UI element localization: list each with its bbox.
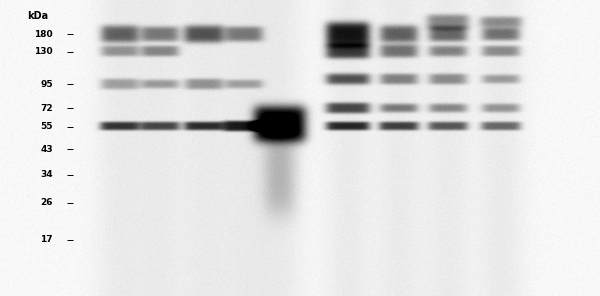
Text: 95: 95 <box>40 80 53 89</box>
Text: 43: 43 <box>40 145 53 154</box>
Text: 180: 180 <box>34 30 53 38</box>
Text: 26: 26 <box>40 198 53 207</box>
Text: 34: 34 <box>40 170 53 179</box>
Text: 130: 130 <box>34 47 53 56</box>
Text: 55: 55 <box>40 122 53 131</box>
Text: 72: 72 <box>40 104 53 112</box>
Text: 17: 17 <box>40 235 53 244</box>
Text: kDa: kDa <box>26 11 48 21</box>
